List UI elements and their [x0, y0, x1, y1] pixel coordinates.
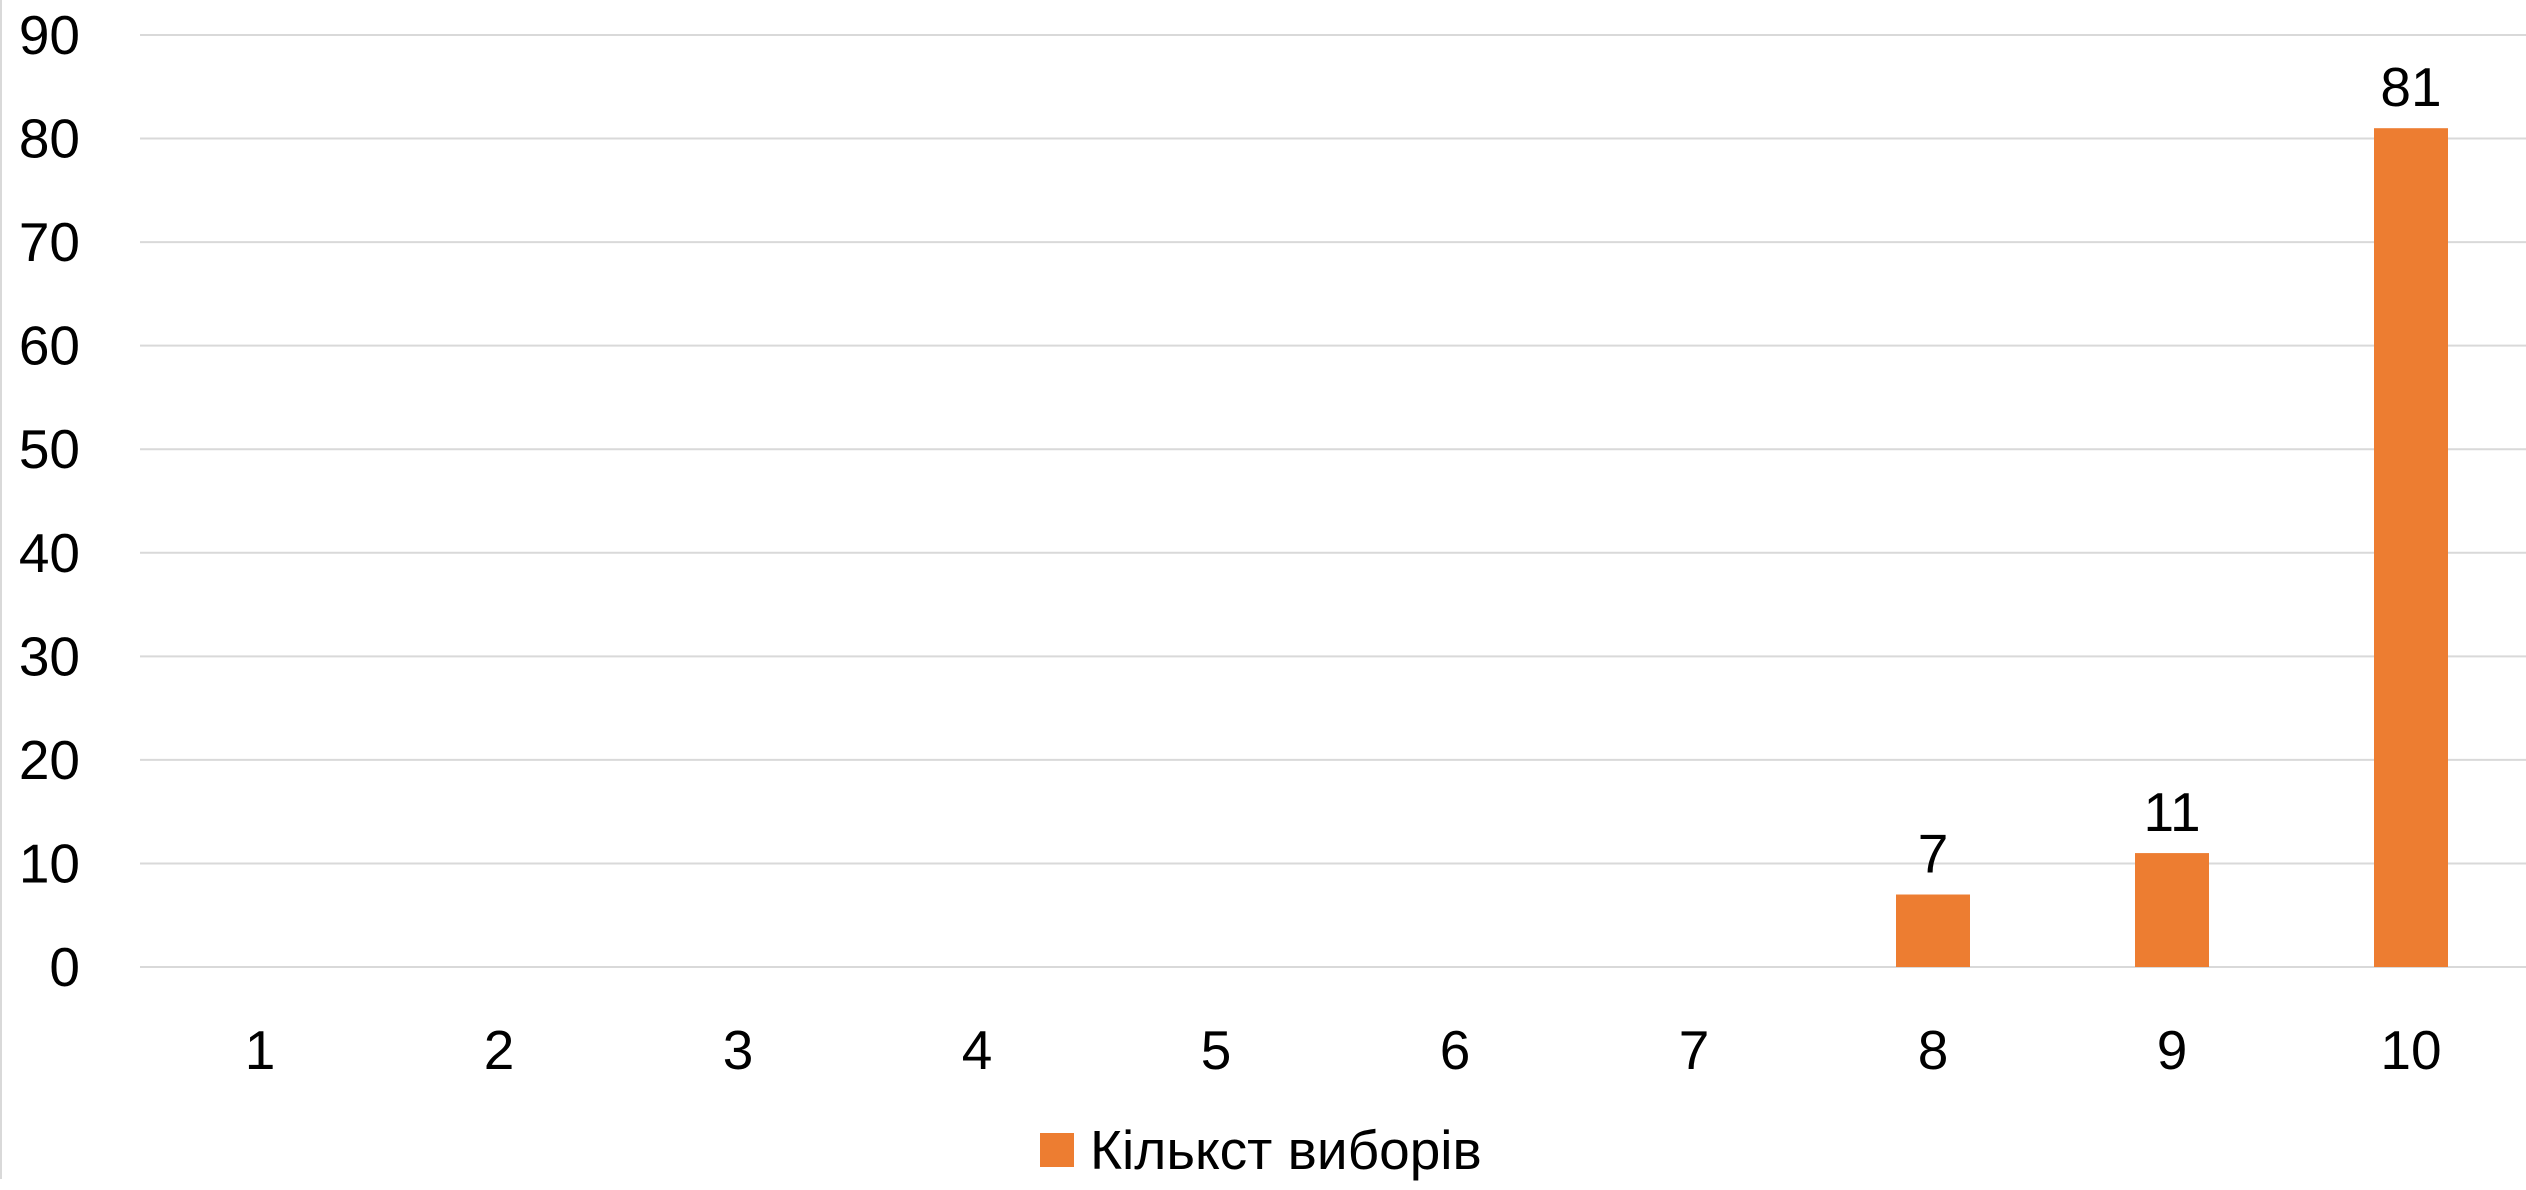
y-tick-label: 40 [19, 522, 80, 584]
chart-left-border [0, 0, 2, 1179]
y-tick-label: 90 [19, 4, 80, 66]
bar [2135, 853, 2209, 967]
x-tick-label: 4 [962, 1019, 993, 1081]
y-tick-label: 30 [19, 625, 80, 687]
bar [1896, 894, 1970, 967]
data-label: 11 [2143, 781, 2200, 843]
legend-label: Кількст виборів [1090, 1118, 1482, 1181]
x-tick-label: 3 [723, 1019, 754, 1081]
data-label: 7 [1918, 823, 1949, 885]
x-tick-label: 10 [2380, 1019, 2441, 1081]
legend-swatch [1040, 1133, 1074, 1167]
x-tick-label: 5 [1201, 1019, 1232, 1081]
y-tick-label: 0 [49, 936, 80, 998]
x-tick-label: 1 [245, 1019, 276, 1081]
y-tick-label: 70 [19, 211, 80, 273]
legend: Кількст виборів [1040, 1110, 1482, 1190]
x-tick-label: 2 [484, 1019, 515, 1081]
x-tick-label: 6 [1440, 1019, 1471, 1081]
data-label: 81 [2380, 56, 2441, 118]
bar [2374, 128, 2448, 967]
y-tick-label: 10 [19, 832, 80, 894]
y-tick-label: 80 [19, 108, 80, 170]
y-tick-label: 60 [19, 315, 80, 377]
x-tick-label: 8 [1918, 1019, 1949, 1081]
x-tick-label: 9 [2157, 1019, 2188, 1081]
y-tick-label: 20 [19, 729, 80, 791]
x-tick-label: 7 [1679, 1019, 1710, 1081]
y-tick-label: 50 [19, 418, 80, 480]
